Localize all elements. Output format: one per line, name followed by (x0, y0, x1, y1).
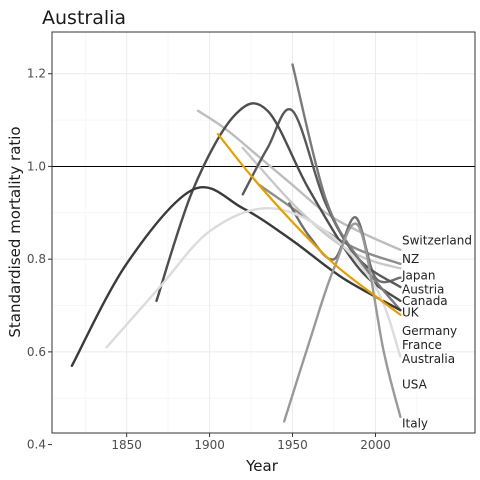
y-tick-label: 1.0 (27, 159, 46, 173)
panel-border (51, 31, 476, 434)
y-axis-title: Standardised mortality ratio (6, 126, 24, 337)
series-label-italy: Italy (402, 417, 428, 431)
series-label-switzerland: Switzerland (402, 234, 472, 248)
series-line-italy (283, 222, 402, 423)
series-line-usa (105, 207, 402, 358)
series-label-uk: UK (402, 305, 420, 319)
x-tick-label: 1900 (194, 438, 225, 452)
series-label-austria: Austria (402, 282, 444, 296)
chart-title: Australia (42, 7, 126, 29)
x-axis-title: Year (245, 457, 279, 475)
y-tick-label: 0.4 (27, 438, 46, 452)
series-label-germany: Germany (402, 324, 457, 338)
series-line-france (70, 186, 402, 367)
y-tick-label: 1.2 (27, 67, 46, 81)
series-line-germany (291, 63, 402, 312)
x-tick-label: 2000 (360, 438, 391, 452)
series-label-australia: Australia (402, 352, 455, 366)
series-line-australia (216, 132, 402, 316)
series-line-austria (288, 202, 402, 284)
series-line-uk (155, 102, 402, 303)
series-line-switzerland (196, 109, 402, 252)
series-label-nz: NZ (402, 252, 419, 266)
series-line-japan (241, 146, 402, 270)
x-tick-label: 1950 (277, 438, 308, 452)
series-label-japan: Japan (401, 268, 435, 282)
series-label-canada: Canada (402, 294, 448, 308)
x-tick-label: 1850 (111, 438, 142, 452)
y-tick-label: 0.6 (27, 345, 46, 359)
series-label-france: France (402, 338, 442, 352)
panel-background (52, 32, 475, 433)
series-label-usa: USA (402, 377, 428, 391)
y-tick-label: 0.8 (27, 252, 46, 266)
